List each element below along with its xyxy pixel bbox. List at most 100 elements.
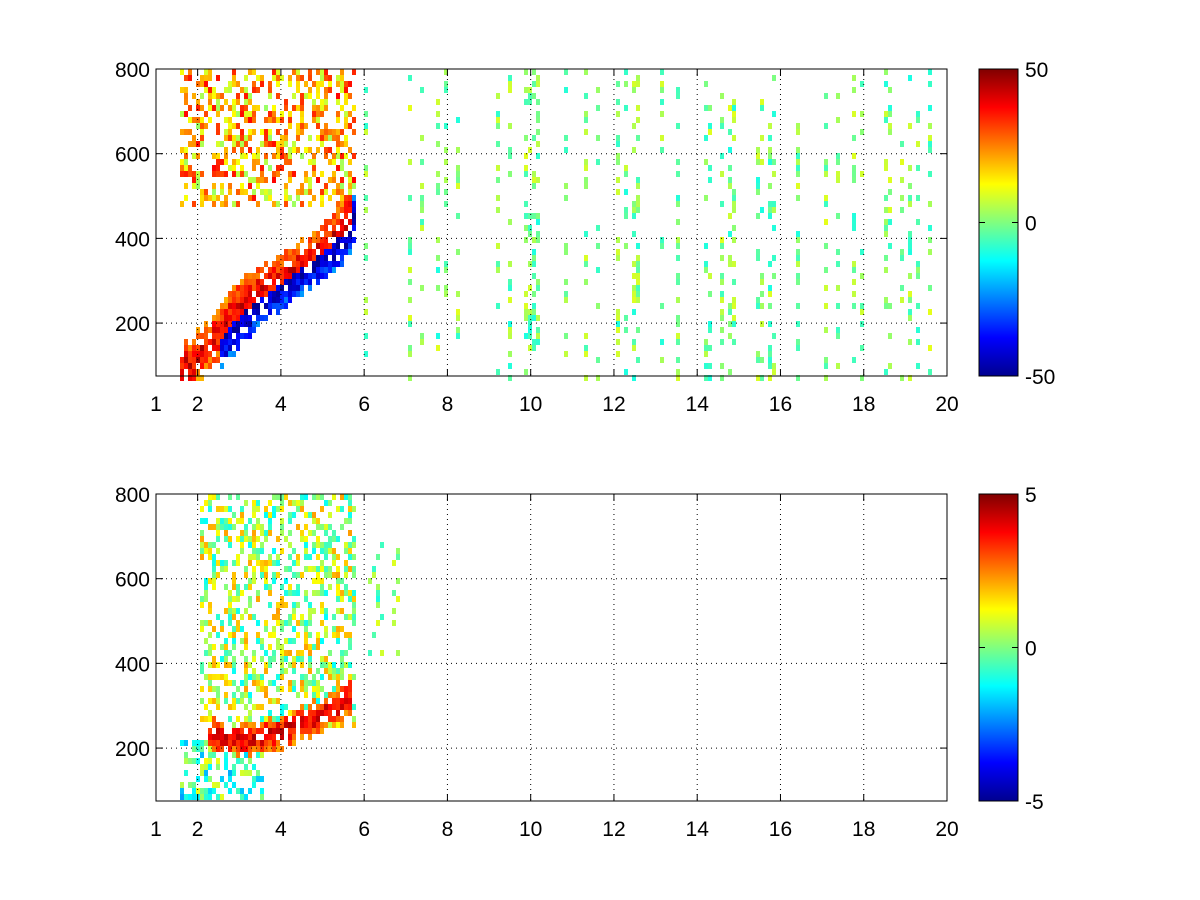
heatmap-cell xyxy=(728,147,732,153)
heatmap-cell xyxy=(212,315,216,321)
heatmap-cell xyxy=(344,195,348,201)
heatmap-cell xyxy=(240,692,244,698)
heatmap-cell xyxy=(284,650,288,656)
heatmap-cell xyxy=(632,297,636,303)
heatmap-cell xyxy=(324,273,328,279)
heatmap-cell xyxy=(200,764,204,770)
heatmap-cell xyxy=(320,75,324,81)
heatmap-cell xyxy=(312,153,316,159)
heatmap-cell xyxy=(636,135,640,141)
heatmap-cell xyxy=(288,710,292,716)
heatmap-cell xyxy=(524,135,528,141)
heatmap-cell xyxy=(212,494,216,500)
heatmap-cell xyxy=(244,656,248,662)
heatmap-cell xyxy=(332,704,336,710)
heatmap-cell xyxy=(216,530,220,536)
heatmap-cell xyxy=(292,716,296,722)
heatmap-cell xyxy=(268,189,272,195)
heatmap-cell xyxy=(676,195,680,201)
heatmap-cell xyxy=(768,375,772,381)
heatmap-cell xyxy=(908,291,912,297)
heatmap-cell xyxy=(676,159,680,165)
heatmap-cell xyxy=(276,506,280,512)
heatmap-cell xyxy=(256,674,260,680)
heatmap-cell xyxy=(216,93,220,99)
heatmap-cell xyxy=(320,494,324,500)
heatmap-cell xyxy=(216,345,220,351)
heatmap-cell xyxy=(708,123,712,129)
heatmap-cell xyxy=(768,123,772,129)
heatmap-cell xyxy=(236,315,240,321)
heatmap-cell xyxy=(340,608,344,614)
heatmap-cell xyxy=(200,548,204,554)
heatmap-cell xyxy=(260,566,264,572)
heatmap-cell xyxy=(276,81,280,87)
heatmap-cell xyxy=(340,219,344,225)
heatmap-cell xyxy=(928,147,932,153)
heatmap-cell xyxy=(336,249,340,255)
heatmap-cell xyxy=(180,782,184,788)
heatmap-cell xyxy=(344,153,348,159)
heatmap-cell xyxy=(240,165,244,171)
heatmap-cell xyxy=(636,327,640,333)
heatmap-cell xyxy=(260,285,264,291)
heatmap-cell xyxy=(280,728,284,734)
heatmap-cell xyxy=(624,105,628,111)
heatmap-cell xyxy=(200,375,204,381)
heatmap-cell xyxy=(216,99,220,105)
heatmap-cell xyxy=(524,165,528,171)
heatmap-cell xyxy=(320,81,324,87)
heatmap-cell xyxy=(276,722,280,728)
heatmap-cell xyxy=(228,614,232,620)
heatmap-cell xyxy=(756,255,760,261)
heatmap-cell xyxy=(292,548,296,554)
heatmap-cell xyxy=(332,494,336,500)
heatmap-cell xyxy=(200,698,204,704)
heatmap-cell xyxy=(340,75,344,81)
heatmap-cell xyxy=(296,656,300,662)
heatmap-cell xyxy=(292,602,296,608)
heatmap-cell xyxy=(456,183,460,189)
heatmap-cell xyxy=(220,201,224,207)
heatmap-cell xyxy=(320,135,324,141)
heatmap-cell xyxy=(268,135,272,141)
heatmap-cell xyxy=(248,93,252,99)
heatmap-cell xyxy=(284,656,288,662)
heatmap-cell xyxy=(204,327,208,333)
heatmap-cell xyxy=(188,129,192,135)
heatmap-cell xyxy=(336,590,340,596)
heatmap-cell xyxy=(304,189,308,195)
heatmap-cell xyxy=(208,554,212,560)
heatmap-cell xyxy=(208,542,212,548)
heatmap-cell xyxy=(772,363,776,369)
heatmap-cell xyxy=(860,309,864,315)
heatmap-cell xyxy=(380,650,384,656)
heatmap-cell xyxy=(372,566,376,572)
heatmap-cell xyxy=(192,351,196,357)
heatmap-cell xyxy=(204,189,208,195)
heatmap-cell xyxy=(296,129,300,135)
heatmap-cell xyxy=(772,111,776,117)
heatmap-cell xyxy=(260,315,264,321)
heatmap-cell xyxy=(584,117,588,123)
heatmap-cell xyxy=(244,632,248,638)
heatmap-cell xyxy=(796,303,800,309)
heatmap-cell xyxy=(292,560,296,566)
heatmap-cell xyxy=(348,231,352,237)
heatmap-cell xyxy=(708,327,712,333)
heatmap-cell xyxy=(236,141,240,147)
heatmap-cell xyxy=(420,183,424,189)
heatmap-cell xyxy=(228,734,232,740)
heatmap-cell xyxy=(280,716,284,722)
heatmap-cell xyxy=(256,201,260,207)
heatmap-cell xyxy=(676,273,680,279)
heatmap-cell xyxy=(616,321,620,327)
heatmap-cell xyxy=(228,189,232,195)
heatmap-cell xyxy=(276,572,280,578)
heatmap-cell xyxy=(264,291,268,297)
heatmap-cell xyxy=(240,285,244,291)
heatmap-cell xyxy=(636,105,640,111)
heatmap-cell xyxy=(324,249,328,255)
heatmap-cell xyxy=(336,674,340,680)
heatmap-cell xyxy=(272,698,276,704)
